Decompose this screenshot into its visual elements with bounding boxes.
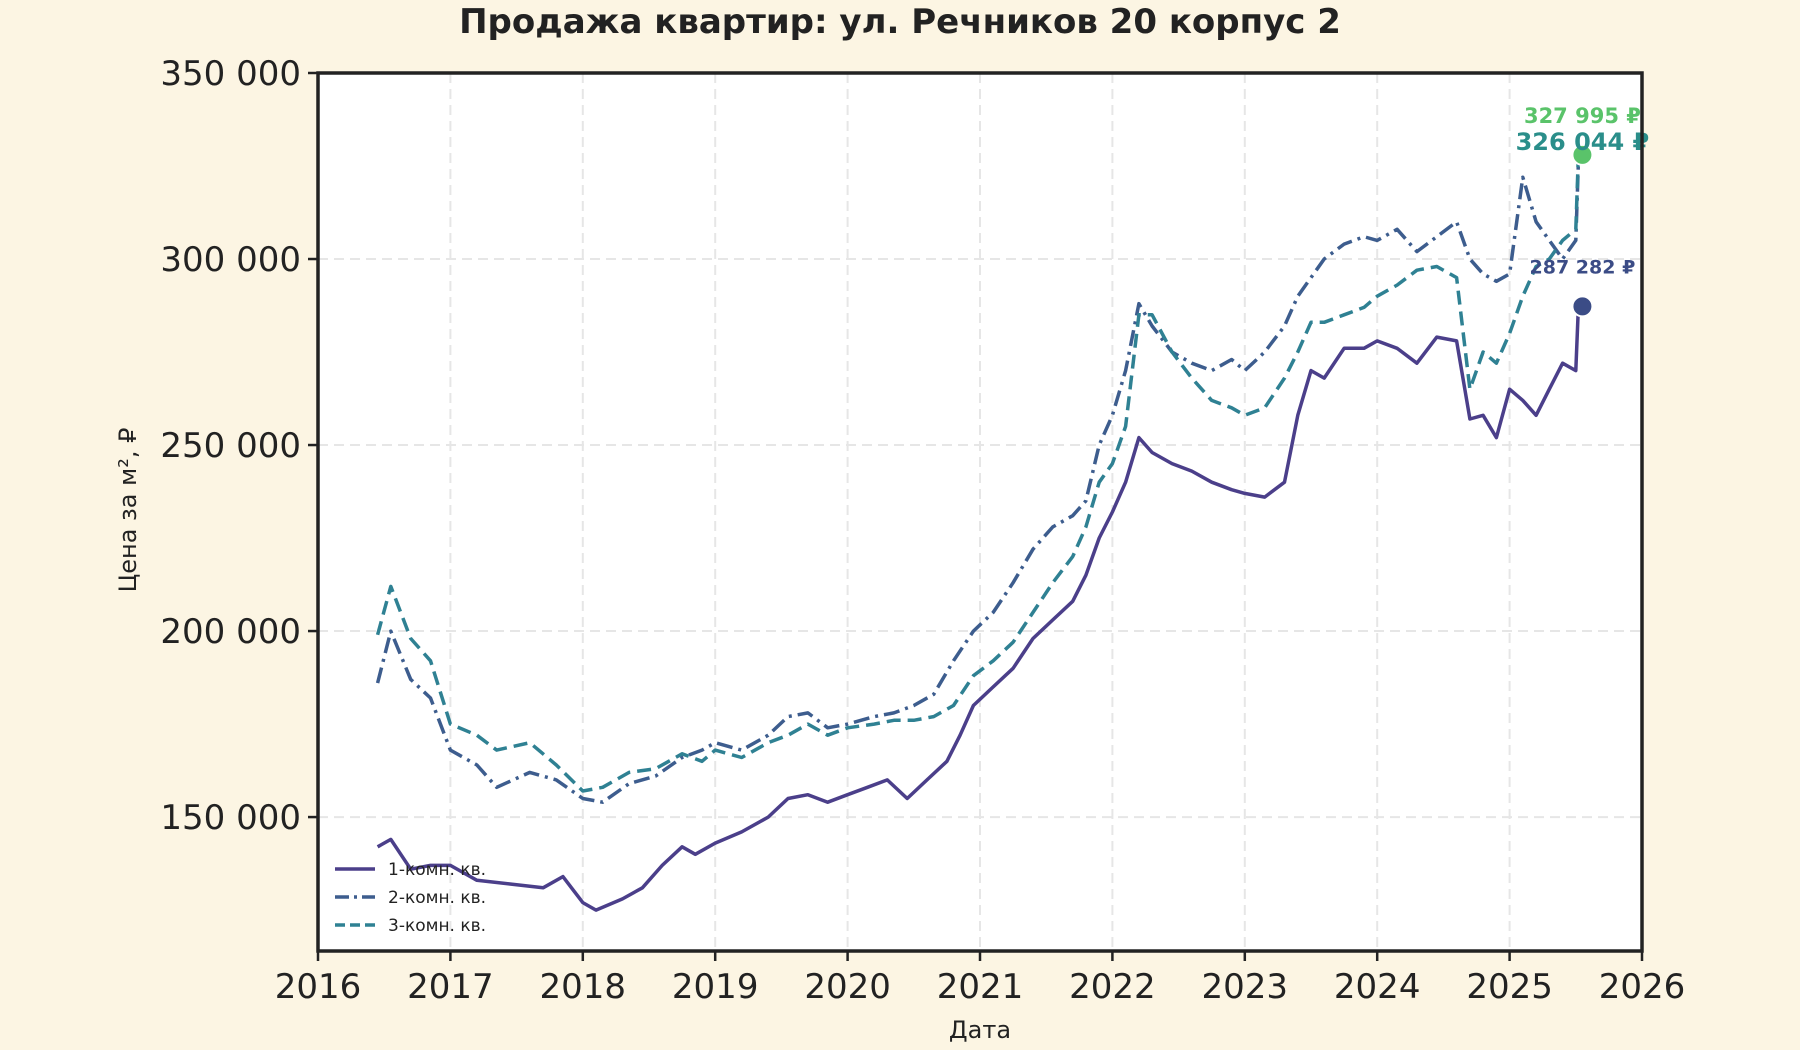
x-tick-label: 2025 [1466,967,1553,1007]
end-marker-1 [1571,143,1594,166]
x-tick-label: 2016 [275,967,362,1007]
y-axis-label: Цена за м², ₽ [114,428,142,593]
annotation-label-1: 327 995 ₽ [1524,104,1641,128]
x-axis-label: Дата [949,1016,1011,1044]
legend-label-2: 2-комн. кв. [388,888,486,908]
x-tick-label: 2019 [672,967,759,1007]
x-tick-label: 2017 [407,967,494,1007]
x-tick-label: 2018 [540,967,627,1007]
x-tick-label: 2021 [937,967,1024,1007]
legend-label-1: 1-комн. кв. [388,860,486,880]
annotation-label-2: 326 044 ₽ [1516,128,1650,156]
annotations: 327 995 ₽326 044 ₽ 287 282 ₽ [1516,104,1650,278]
series-line-1 [376,306,1581,912]
x-tick-label: 2022 [1069,967,1156,1007]
x-tick-label: 2020 [804,967,891,1007]
y-tick-label: 350 000 [160,54,301,94]
legend: 1-комн. кв. 2-комн. кв. 3-комн. кв. [335,860,486,936]
x-tick-label: 2024 [1334,967,1421,1007]
end-marker-2 [1571,295,1594,318]
x-tick-label: 2023 [1202,967,1289,1007]
y-axis: 150 000 200 000 250 000 300 000 350 000 [160,54,318,838]
series-line-2 [375,162,1581,804]
series-layer [375,154,1581,912]
annotation-label-3: 287 282 ₽ [1530,256,1636,278]
x-tick-label: 2026 [1599,967,1686,1007]
legend-label-3: 3-комн. кв. [388,916,486,936]
chart-title: Продажа квартир: ул. Речников 20 корпус … [459,2,1341,42]
end-markers [1571,143,1594,318]
x-axis: 2016 2017 2018 2019 2020 2021 2022 2023 2024 2025… [275,951,1686,1007]
y-tick-label: 300 000 [160,240,301,280]
y-tick-label: 200 000 [160,612,301,652]
y-tick-label: 250 000 [160,426,301,466]
series-line-3 [375,154,1581,793]
y-tick-label: 150 000 [160,798,301,838]
